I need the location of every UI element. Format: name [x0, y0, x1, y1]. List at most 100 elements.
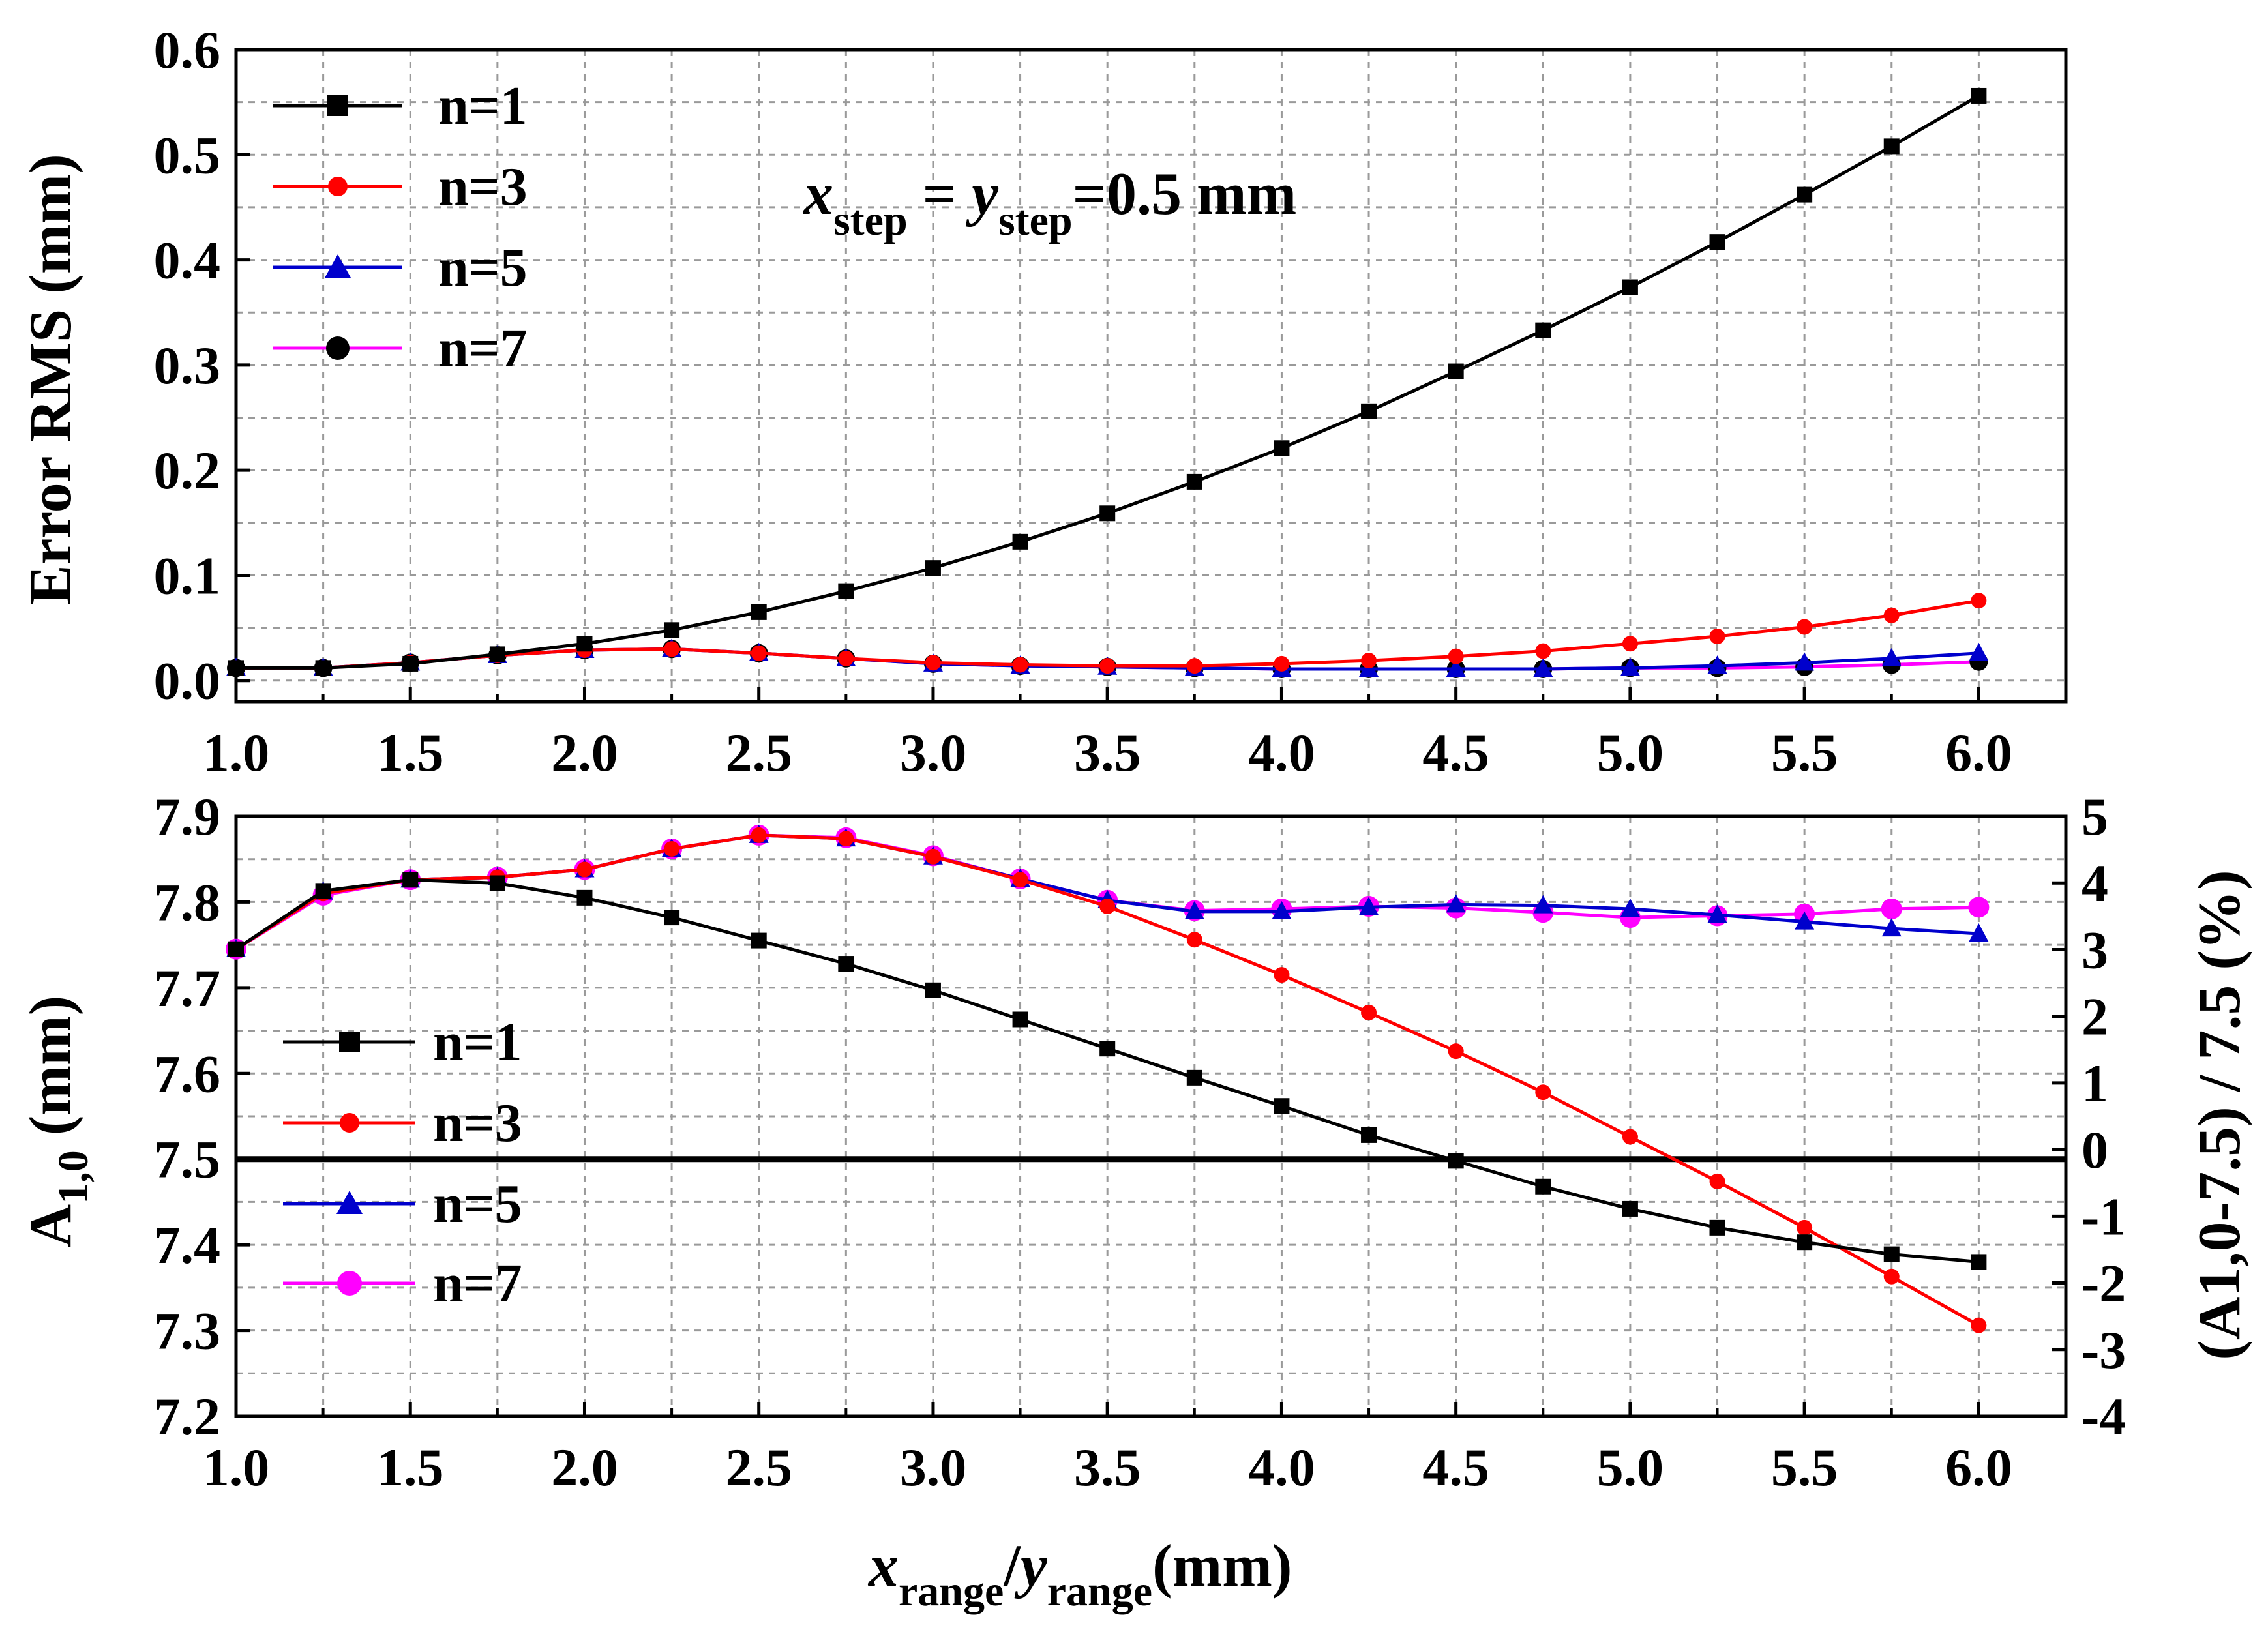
data-point — [1359, 897, 1379, 915]
data-point — [1797, 186, 1813, 203]
legend-marker-circle — [340, 1113, 359, 1133]
x-tick-label: 1.5 — [377, 723, 444, 782]
data-point — [489, 646, 505, 662]
data-point — [1361, 1127, 1377, 1143]
data-point — [1971, 1254, 1987, 1270]
x-tick-label: 2.5 — [725, 723, 792, 782]
data-point — [1883, 138, 1900, 155]
series-n1 — [228, 87, 1987, 676]
data-point — [925, 982, 941, 998]
data-point — [1446, 659, 1466, 677]
top-y-ticks: 0.0 0.1 0.2 0.3 0.4 0.5 0.6 — [154, 20, 250, 711]
top-plot-frame — [234, 48, 2068, 704]
legend-label-n3: n=3 — [433, 1093, 522, 1153]
data-point — [838, 956, 854, 972]
step-annotation: xstep = ystep=0.5 mm — [802, 160, 1296, 245]
x-tick-label: 1.0 — [203, 1438, 270, 1497]
data-point — [1012, 1011, 1028, 1028]
data-point — [925, 655, 941, 671]
data-point — [1533, 895, 1553, 914]
data-point — [1448, 363, 1464, 379]
data-point — [1186, 473, 1202, 490]
y-tick-label: 7.5 — [154, 1130, 221, 1189]
data-point — [1099, 899, 1116, 914]
data-point — [1971, 593, 1987, 609]
data-point — [1012, 657, 1028, 673]
y-tick-label: 0.5 — [154, 125, 221, 185]
data-point — [751, 645, 767, 661]
data-point — [1184, 900, 1204, 919]
legend-marker-square — [339, 1032, 360, 1052]
data-point — [664, 641, 680, 657]
data-point — [751, 932, 767, 949]
legend-label-n1: n=1 — [438, 76, 528, 136]
data-point — [1883, 1268, 1900, 1285]
data-point — [1535, 1084, 1551, 1101]
top-y-axis-label: Error RMS (mm) — [17, 154, 83, 605]
data-point — [1968, 897, 1990, 918]
y2-tick-label: 5 — [2081, 787, 2108, 846]
legend-label-n7: n=7 — [438, 318, 528, 379]
data-point — [228, 941, 244, 957]
data-point — [1881, 918, 1902, 937]
y-tick-label: 7.7 — [154, 958, 221, 1018]
data-point — [1971, 1317, 1987, 1333]
data-point — [1361, 1004, 1377, 1020]
data-point — [1186, 1069, 1202, 1086]
data-point — [1883, 607, 1900, 623]
data-point — [1361, 653, 1377, 669]
legend-marker-triangle — [325, 254, 351, 278]
y-tick-label: 0.6 — [154, 20, 221, 80]
y2-tick-label: 4 — [2081, 854, 2108, 913]
data-point — [1622, 1129, 1638, 1145]
x-tick-label: 3.5 — [1074, 723, 1141, 782]
data-point — [1448, 648, 1464, 664]
y-tick-label: 0.0 — [154, 651, 221, 711]
data-point — [838, 650, 854, 666]
data-point — [1797, 619, 1813, 635]
legend-marker-circle — [328, 177, 348, 196]
data-point — [1969, 642, 1989, 661]
data-point — [1535, 1178, 1551, 1195]
y2-tick-label: -3 — [2081, 1320, 2126, 1380]
x-tick-label: 2.0 — [551, 1438, 618, 1497]
bottom-plot-frame — [234, 814, 2068, 1418]
legend-item-n3: n=3 — [283, 1093, 522, 1153]
bottom-chart: 1.0 1.5 2.0 2.5 3.0 3.5 4.0 4.5 5.0 5.5 6.0 7.2 7.3… — [17, 787, 2252, 1615]
x-tick-label: 2.0 — [551, 723, 618, 782]
legend-item-n5: n=5 — [273, 237, 528, 298]
data-point — [1274, 967, 1290, 983]
legend-item-n7: n=7 — [273, 318, 528, 379]
top-x-ticks: 1.0 1.5 2.0 2.5 3.0 3.5 4.0 4.5 5.0 5.5 6.0 — [203, 687, 2012, 782]
x-tick-label: 4.0 — [1248, 1438, 1315, 1497]
x-tick-label: 5.5 — [1771, 723, 1838, 782]
x-tick-label: 1.0 — [203, 723, 270, 782]
x-tick-label: 4.5 — [1422, 723, 1489, 782]
y2-tick-label: -1 — [2081, 1187, 2126, 1246]
data-point — [576, 861, 593, 878]
legend-label-n5: n=5 — [433, 1174, 522, 1234]
data-point — [1099, 1041, 1116, 1057]
x-tick-label: 3.0 — [900, 1438, 967, 1497]
y2-tick-label: 3 — [2081, 920, 2108, 979]
y-tick-label: 0.1 — [154, 546, 221, 605]
x-tick-label: 6.0 — [1945, 723, 2012, 782]
data-point — [315, 883, 331, 899]
data-point — [925, 848, 941, 865]
y2-tick-label: -2 — [2081, 1254, 2126, 1313]
legend-label-n1: n=1 — [433, 1012, 522, 1073]
y-tick-label: 7.8 — [154, 872, 221, 932]
data-point — [1709, 629, 1725, 644]
y-tick-label: 7.3 — [154, 1301, 221, 1361]
data-point — [1795, 652, 1815, 671]
data-point — [1622, 1200, 1638, 1217]
x-tick-label: 5.0 — [1597, 723, 1664, 782]
y-tick-label: 7.2 — [154, 1387, 221, 1446]
data-point — [1622, 636, 1638, 652]
y-tick-label: 7.6 — [154, 1044, 221, 1103]
y2-tick-label: 2 — [2081, 987, 2108, 1047]
bottom-y2-ticks: -4 -3 -2 -1 0 1 2 3 4 5 — [2052, 787, 2126, 1446]
bottom-series — [226, 824, 1990, 1333]
data-point — [1186, 932, 1202, 948]
